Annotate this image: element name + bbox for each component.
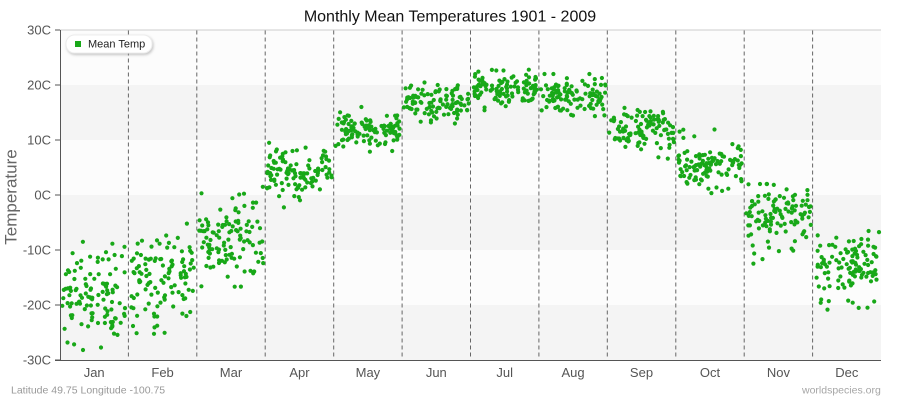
svg-text:Mean Temp: Mean Temp [88,39,145,51]
svg-text:worldspecies.org: worldspecies.org [801,385,881,397]
svg-text:30C: 30C [27,23,51,38]
svg-text:Jul: Jul [496,365,513,380]
svg-text:Monthly Mean Temperatures 1901: Monthly Mean Temperatures 1901 - 2009 [304,9,596,26]
svg-text:Dec: Dec [835,365,859,380]
svg-text:Apr: Apr [289,365,310,380]
svg-text:0C: 0C [34,188,51,203]
svg-text:Jun: Jun [426,365,447,380]
svg-text:Jan: Jan [84,365,105,380]
svg-text:20C: 20C [27,78,51,93]
svg-text:Oct: Oct [700,365,721,380]
svg-text:10C: 10C [27,133,51,148]
svg-text:Nov: Nov [767,365,791,380]
svg-text:-30C: -30C [23,353,51,368]
svg-text:Latitude 49.75 Longitude -100.: Latitude 49.75 Longitude -100.75 [11,385,165,397]
svg-text:May: May [356,365,381,380]
svg-text:-10C: -10C [23,243,51,258]
svg-text:Aug: Aug [562,365,585,380]
svg-text:-20C: -20C [23,298,51,313]
svg-text:Mar: Mar [220,365,243,380]
svg-text:Feb: Feb [151,365,173,380]
svg-text:Temperature: Temperature [2,149,21,244]
svg-text:Sep: Sep [630,365,653,380]
